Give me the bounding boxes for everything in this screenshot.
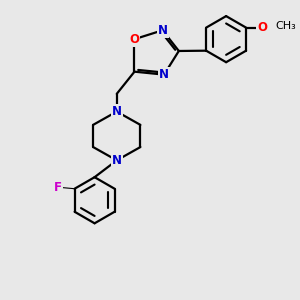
Text: N: N xyxy=(112,154,122,167)
Text: O: O xyxy=(257,21,267,34)
Text: F: F xyxy=(54,181,62,194)
Text: N: N xyxy=(158,24,168,37)
Text: CH₃: CH₃ xyxy=(276,21,296,31)
Text: O: O xyxy=(130,33,140,46)
Text: N: N xyxy=(159,68,169,81)
Text: N: N xyxy=(112,105,122,118)
